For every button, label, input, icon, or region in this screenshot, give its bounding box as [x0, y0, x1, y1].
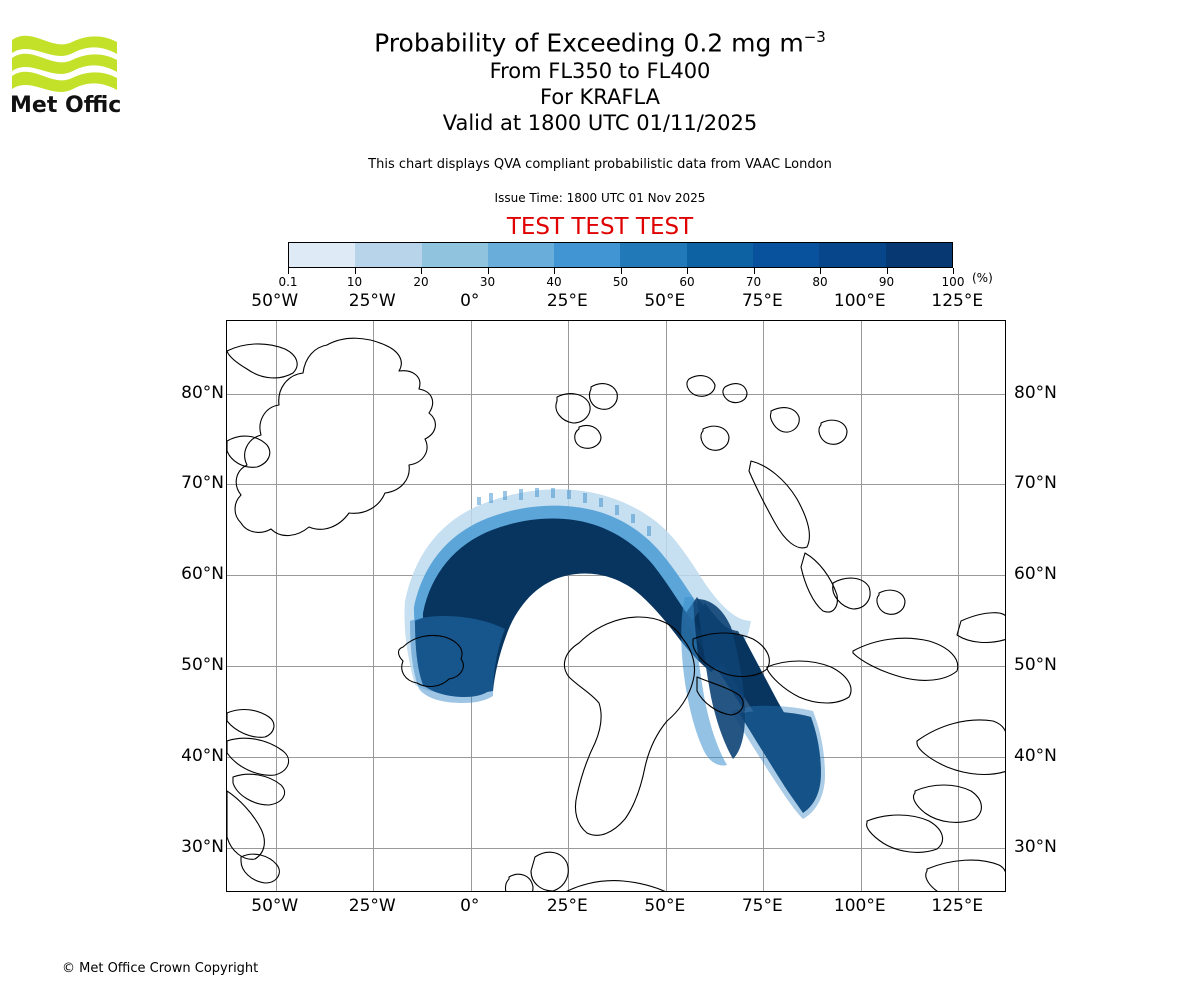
- colorbar-band-8: [819, 243, 885, 267]
- latitude-axis-right: 80°N 70°N 60°N 50°N 40°N 30°N: [1014, 320, 1104, 892]
- latitude-label-left: 50°N: [181, 655, 224, 675]
- colorbar-tick: [488, 268, 489, 274]
- longitude-label-bottom: 100°E: [834, 896, 886, 916]
- test-banner: TEST TEST TEST: [0, 214, 1200, 240]
- colorbar-tick: [288, 268, 289, 274]
- title-main-text: Probability of Exceeding 0.2 mg m: [374, 28, 804, 57]
- colorbar-tick: [421, 268, 422, 274]
- latitude-label-right: 50°N: [1014, 655, 1057, 675]
- probability-colorbar: 0.1102030405060708090100: [288, 242, 953, 268]
- colorbar-band-7: [753, 243, 819, 267]
- colorbar-tick-label: 90: [879, 275, 894, 289]
- title-exponent: −3: [804, 28, 826, 46]
- issue-time-text: Issue Time: 1800 UTC 01 Nov 2025: [0, 191, 1200, 205]
- colorbar-band-6: [687, 243, 753, 267]
- colorbar-tick: [754, 268, 755, 274]
- colorbar-tick-label: 10: [347, 275, 362, 289]
- colorbar-band-9: [886, 243, 952, 267]
- colorbar-tick: [887, 268, 888, 274]
- latitude-label-right: 80°N: [1014, 383, 1057, 403]
- longitude-label-top: 100°E: [834, 291, 886, 311]
- colorbar-band-0: [289, 243, 355, 267]
- colorbar-tick-label: 20: [413, 275, 428, 289]
- valid-time-line: Valid at 1800 UTC 01/11/2025: [0, 110, 1200, 136]
- latitude-label-left: 70°N: [181, 473, 224, 493]
- map-plot-area[interactable]: [226, 320, 1006, 892]
- longitude-label-bottom: 50°W: [251, 896, 298, 916]
- coastline-paths: [227, 338, 1006, 892]
- longitude-label-top: 125°E: [931, 291, 983, 311]
- longitude-label-bottom: 25°W: [349, 896, 396, 916]
- ash-plume-layer: [404, 488, 825, 819]
- latitude-label-right: 40°N: [1014, 746, 1057, 766]
- chart-title-block: Probability of Exceeding 0.2 mg m−3 From…: [0, 22, 1200, 136]
- disclaimer-text: This chart displays QVA compliant probab…: [0, 157, 1200, 172]
- latitude-label-left: 80°N: [181, 383, 224, 403]
- volcano-name-line: For KRAFLA: [0, 84, 1200, 110]
- colorbar-tick-label: 50: [613, 275, 628, 289]
- longitude-label-top: 25°W: [349, 291, 396, 311]
- colorbar-tick: [554, 268, 555, 274]
- latitude-label-right: 30°N: [1014, 837, 1057, 857]
- longitude-label-top: 25°E: [547, 291, 588, 311]
- colorbar-band-4: [554, 243, 620, 267]
- page-title: Probability of Exceeding 0.2 mg m−3: [0, 22, 1200, 58]
- colorbar-band-3: [488, 243, 554, 267]
- copyright-text: © Met Office Crown Copyright: [62, 961, 258, 976]
- colorbar-tick-label: 80: [812, 275, 827, 289]
- colorbar-tick: [820, 268, 821, 274]
- longitude-label-top: 50°W: [251, 291, 298, 311]
- longitude-label-top: 75°E: [742, 291, 783, 311]
- flight-level-line: From FL350 to FL400: [0, 58, 1200, 84]
- colorbar-tick-label: 60: [679, 275, 694, 289]
- latitude-label-left: 40°N: [181, 746, 224, 766]
- longitude-label-bottom: 25°E: [547, 896, 588, 916]
- latitude-label-right: 60°N: [1014, 564, 1057, 584]
- colorbar-band-5: [620, 243, 686, 267]
- colorbar-band-2: [422, 243, 488, 267]
- colorbar-gradient: [288, 242, 953, 268]
- colorbar-tick: [687, 268, 688, 274]
- latitude-label-left: 30°N: [181, 837, 224, 857]
- map-coastlines-and-plume: [227, 321, 1006, 892]
- longitude-label-bottom: 0°: [460, 896, 479, 916]
- colorbar-tick-label: 30: [480, 275, 495, 289]
- latitude-axis-left: 80°N 70°N 60°N 50°N 40°N 30°N: [166, 320, 224, 892]
- longitude-axis-bottom: 50°W 25°W 0° 25°E 50°E 75°E 100°E 125°E: [226, 896, 1006, 920]
- colorbar-unit-label: (%): [972, 271, 993, 285]
- longitude-label-top: 0°: [460, 291, 479, 311]
- colorbar-tick: [621, 268, 622, 274]
- latitude-label-left: 60°N: [181, 564, 224, 584]
- colorbar-band-1: [355, 243, 421, 267]
- colorbar-tick-labels: 0.1102030405060708090100: [288, 275, 953, 291]
- colorbar-tick: [355, 268, 356, 274]
- colorbar-tick-label: 70: [746, 275, 761, 289]
- longitude-label-bottom: 75°E: [742, 896, 783, 916]
- longitude-axis-top: 50°W 25°W 0° 25°E 50°E 75°E 100°E 125°E: [226, 291, 1006, 313]
- colorbar-tick: [953, 268, 954, 274]
- colorbar-tick-label: 40: [546, 275, 561, 289]
- colorbar-ticks: [288, 268, 953, 274]
- longitude-label-bottom: 50°E: [644, 896, 685, 916]
- longitude-label-bottom: 125°E: [931, 896, 983, 916]
- colorbar-tick-label: 100: [942, 275, 965, 289]
- longitude-label-top: 50°E: [644, 291, 685, 311]
- colorbar-tick-label: 0.1: [278, 275, 297, 289]
- latitude-label-right: 70°N: [1014, 473, 1057, 493]
